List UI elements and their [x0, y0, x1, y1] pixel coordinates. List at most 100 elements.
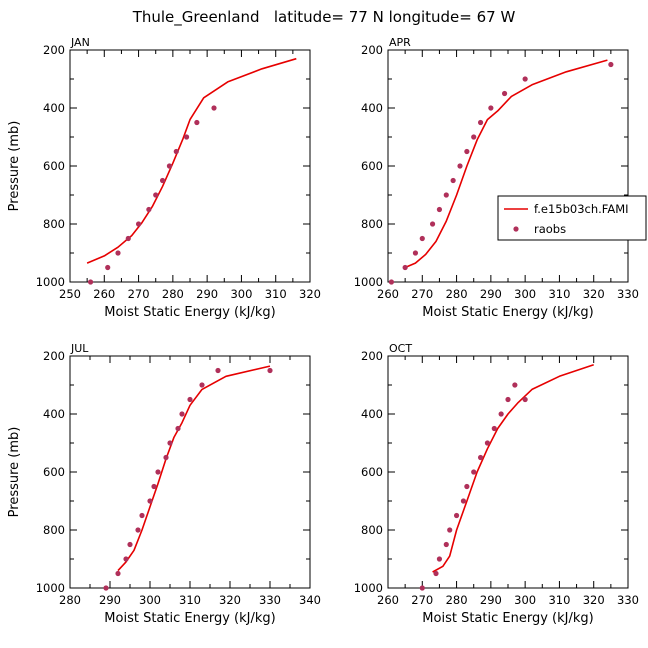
x-tick-label: 330: [617, 593, 639, 607]
raobs-point: [477, 454, 484, 461]
raobs-point: [471, 134, 477, 140]
raobs-point: [173, 148, 179, 155]
plot-frame: [387, 355, 629, 589]
plot-frame: [69, 355, 311, 589]
x-tick-label: 300: [139, 593, 161, 607]
x-tick-label: 330: [617, 287, 639, 301]
x-tick-label: 320: [299, 287, 321, 301]
x-tick-label: 340: [299, 593, 321, 607]
model-line: [404, 59, 608, 269]
x-tick-label: 260: [93, 287, 115, 301]
raobs-point: [153, 192, 159, 198]
x-tick-label: 270: [128, 287, 150, 301]
x-axis-label: Moist Static Energy (kJ/kg): [422, 305, 593, 320]
x-tick-label: 250: [59, 287, 81, 301]
x-tick-label: 320: [583, 287, 605, 301]
raobs-point: [105, 264, 111, 271]
legend-label-model: f.e15b03ch.FAMI: [534, 202, 629, 216]
raobs-point: [608, 61, 614, 68]
x-tick-label: 280: [59, 593, 81, 607]
raobs-point: [412, 250, 419, 256]
legend-marker-swatch: [513, 226, 519, 232]
raobs-point: [115, 250, 121, 256]
y-tick-label: 600: [43, 159, 65, 173]
panel-label: OCT: [389, 342, 412, 355]
raobs-point: [498, 411, 504, 417]
y-tick-label: 200: [361, 349, 383, 363]
panel-label: APR: [389, 36, 411, 49]
y-tick-label: 1000: [36, 581, 65, 595]
y-tick-label: 400: [361, 407, 383, 421]
x-tick-label: 290: [480, 593, 502, 607]
y-tick-label: 800: [43, 217, 65, 231]
model-line: [117, 365, 271, 572]
y-tick-label: 1000: [354, 581, 383, 595]
raobs-point: [115, 570, 121, 577]
x-axis-label: Moist Static Energy (kJ/kg): [104, 611, 275, 626]
raobs-point: [163, 454, 169, 461]
raobs-point: [512, 382, 518, 388]
x-tick-label: 290: [196, 287, 218, 301]
raobs-point: [187, 396, 193, 403]
raobs-point: [419, 235, 425, 242]
raobs-point: [166, 163, 173, 169]
y-tick-label: 800: [361, 217, 383, 231]
x-tick-label: 300: [230, 287, 252, 301]
raobs-point: [388, 279, 395, 285]
x-tick-label: 270: [411, 287, 433, 301]
raobs-point: [457, 163, 463, 169]
raobs-point: [436, 206, 443, 213]
x-tick-label: 280: [162, 287, 184, 301]
x-axis-label: Moist Static Energy (kJ/kg): [422, 611, 593, 626]
raobs-point: [159, 177, 166, 184]
raobs-point: [522, 396, 528, 403]
raobs-point: [175, 425, 181, 432]
y-tick-label: 600: [43, 465, 65, 479]
raobs-point: [433, 570, 439, 577]
raobs-point: [135, 221, 142, 227]
raobs-point: [460, 498, 467, 504]
raobs-point: [123, 556, 129, 562]
raobs-point: [477, 119, 484, 126]
raobs-point: [464, 148, 470, 155]
raobs-point: [429, 221, 436, 227]
raobs-point: [491, 425, 497, 432]
raobs-point: [87, 279, 94, 285]
raobs-point: [447, 527, 453, 533]
x-tick-label: 270: [411, 593, 433, 607]
raobs-point: [443, 541, 449, 548]
raobs-point: [127, 541, 133, 548]
legend-label-raobs: raobs: [534, 222, 566, 236]
panel-jul: JUL 280 290 300 310 320 330 340 200 400 600 800 1000…: [7, 342, 321, 626]
raobs-point: [151, 483, 157, 490]
raobs-point: [450, 177, 456, 184]
legend-box: [497, 195, 647, 241]
figure-title: Thule_Greenland latitude= 77 N longitude…: [132, 8, 516, 27]
legend: f.e15b03ch.FAMI raobs: [497, 195, 647, 241]
y-tick-label: 400: [43, 407, 65, 421]
panel-label: JAN: [70, 36, 90, 49]
raobs-point: [211, 105, 217, 111]
x-tick-label: 310: [179, 593, 201, 607]
raobs-point: [436, 556, 443, 562]
raobs-point: [215, 367, 221, 374]
x-tick-label: 260: [377, 593, 399, 607]
raobs-point: [267, 367, 273, 374]
x-tick-label: 290: [480, 287, 502, 301]
y-tick-label: 400: [43, 101, 65, 115]
panel-oct: OCT 260 270 280 290 300 310 320 330 200 400 600 800 1…: [354, 342, 639, 626]
y-tick-label: 200: [361, 43, 383, 57]
plot-frame: [387, 49, 629, 283]
model-line: [432, 363, 594, 573]
raobs-point: [103, 585, 109, 591]
y-tick-label: 600: [361, 465, 383, 479]
raobs-point: [199, 382, 205, 388]
y-tick-label: 1000: [354, 275, 383, 289]
raobs-point: [135, 527, 141, 533]
x-tick-label: 330: [259, 593, 281, 607]
y-tick-label: 600: [361, 159, 383, 173]
raobs-point: [402, 264, 408, 271]
panel-apr: APR 260 270 280 290 300 310 320 330 200 400 600 800 1…: [354, 36, 639, 320]
raobs-point: [125, 235, 131, 242]
raobs-point: [183, 134, 190, 140]
